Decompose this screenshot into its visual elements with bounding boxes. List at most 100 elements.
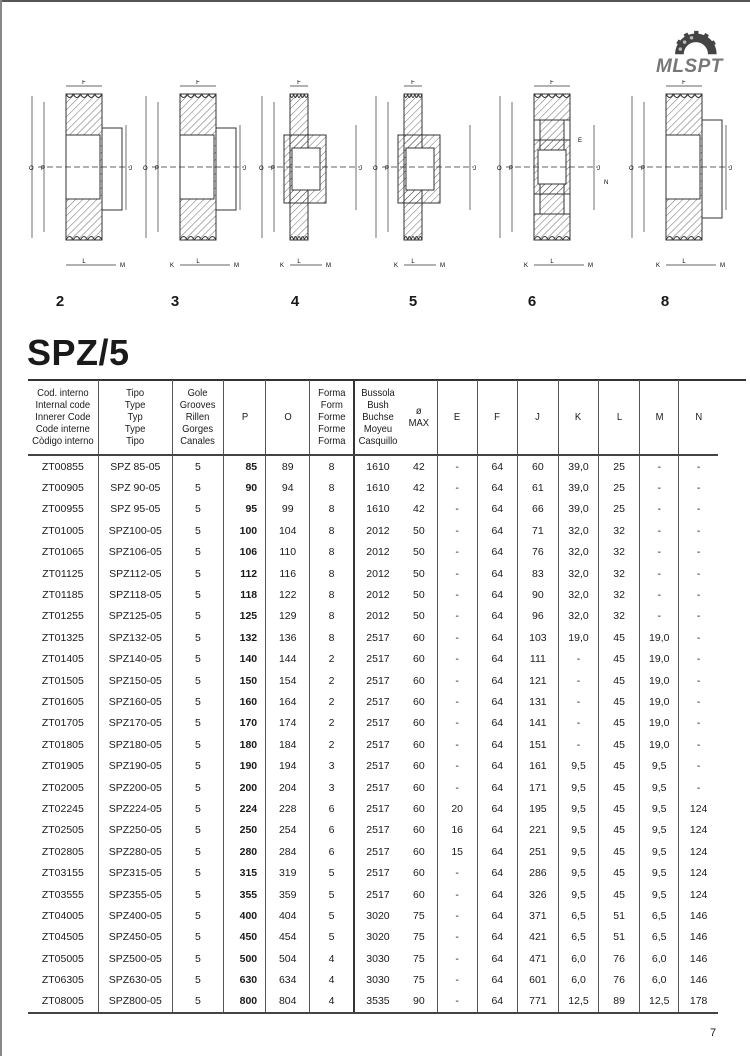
cell-e: 16	[436, 819, 478, 842]
cell-n: 146	[678, 947, 718, 970]
cell-f: 64	[476, 627, 518, 649]
table-row: ZT02005 SPZ200-05 5 200 204 3 2517 60-64 171 9,5 4…	[28, 776, 718, 799]
cell-e: -	[436, 562, 478, 585]
cell-e: -	[436, 627, 478, 649]
table-row: ZT01805 SPZ180-05 5 180 184 2 2517 60-64 151-45 1…	[28, 734, 718, 756]
cell-e: -	[436, 520, 478, 542]
dim-label-o: O	[497, 166, 502, 172]
dim-label-l: L	[82, 259, 86, 265]
cell-p: 180	[223, 734, 266, 756]
cell-o: 116	[265, 562, 310, 585]
dim-label-o: O	[29, 166, 34, 172]
cell-form: 4	[309, 969, 354, 991]
cell-code: ZT06305	[41, 974, 84, 987]
cell-form: 8	[309, 477, 354, 499]
cell-e: -	[436, 455, 478, 478]
cell-n: 124	[678, 819, 718, 842]
cell-l: 45	[598, 648, 640, 670]
cell-l: 45	[598, 712, 640, 735]
cell-bush: 2012	[352, 584, 402, 606]
dim-label-l: L	[196, 259, 200, 265]
cell-grooves: 5	[171, 498, 224, 521]
cell-max-bore: 50	[412, 567, 425, 580]
cell-max-bore: 42	[412, 460, 425, 473]
cell-code: ZT04005	[41, 909, 84, 922]
cell-m: 6,5	[639, 926, 679, 948]
cell-p: 355	[223, 883, 266, 906]
cell-k: 6,0	[557, 969, 599, 991]
cell-grooves: 5	[171, 776, 224, 799]
cell-k: 9,5	[557, 841, 599, 863]
cell-k: 6,0	[557, 947, 599, 970]
cell-type: SPZ140-05	[97, 648, 173, 670]
cell-n: -	[678, 755, 718, 777]
cell-l: 45	[598, 734, 640, 756]
cell-bush: 2517	[352, 883, 402, 906]
cell-m: 9,5	[639, 798, 679, 820]
cell-e: -	[436, 776, 478, 799]
header-line: Type	[125, 423, 146, 435]
cell-form: 2	[309, 734, 354, 756]
header-f: F	[478, 380, 516, 456]
table-row: ZT01005 SPZ100-05 5 100 104 8 2012 50-64 71 32,0 3…	[28, 520, 718, 542]
page-title: SPZ/5	[27, 332, 130, 373]
cell-grooves: 5	[171, 734, 224, 756]
table-row: ZT03555 SPZ355-05 5 355 359 5 2517 60-64 326 9,5 4…	[28, 883, 718, 906]
cell-p: 450	[223, 926, 266, 948]
cell-o: 129	[265, 605, 310, 628]
cell-p: 315	[223, 862, 266, 884]
cell-code: ZT01005	[41, 524, 84, 537]
cell-j: 131	[516, 691, 559, 713]
cell-bush: 3535	[352, 990, 402, 1015]
cell-type: SPZ132-05	[97, 627, 173, 649]
cell-k: 39,0	[557, 498, 599, 521]
cell-l: 45	[598, 776, 640, 799]
page-number: 7	[710, 1027, 717, 1039]
cell-f: 64	[476, 905, 518, 927]
cell-max-bore: 60	[412, 653, 425, 666]
cell-l: 45	[598, 798, 640, 820]
header-line: MAX	[408, 417, 430, 429]
cell-o: 136	[265, 627, 310, 649]
header-n: N	[680, 380, 717, 456]
cell-grooves: 5	[171, 562, 224, 585]
cell-grooves: 5	[171, 477, 224, 499]
header-j: J	[518, 380, 557, 456]
cell-p: 150	[223, 669, 266, 692]
pulley-form-6-drawing: F O P J L M K E N	[497, 80, 608, 269]
cell-l: 45	[598, 755, 640, 777]
cell-j: 171	[516, 776, 559, 799]
pulley-diagram-form-6: F O P J L M K E N	[486, 80, 626, 280]
cell-code: ZT01065	[41, 546, 84, 559]
cell-f: 64	[476, 883, 518, 906]
header-line: Moyeu	[363, 423, 393, 435]
cell-p: 190	[223, 755, 266, 777]
cell-n: 124	[678, 798, 718, 820]
cell-n: -	[678, 498, 718, 521]
cell-max-bore: 75	[412, 931, 425, 944]
dim-label-p: P	[271, 166, 275, 172]
cell-max-bore: 60	[412, 695, 425, 708]
cell-code: ZT01125	[42, 567, 84, 580]
cell-o: 204	[265, 776, 310, 799]
header-line: Còdigo interno	[32, 435, 94, 447]
header-m: M	[641, 380, 677, 456]
cell-code: ZT00905	[41, 482, 84, 495]
cell-m: -	[639, 477, 679, 499]
cell-j: 195	[516, 798, 559, 820]
cell-bush: 2012	[352, 605, 402, 628]
header-line: E	[454, 411, 461, 423]
cell-m: -	[639, 541, 679, 563]
dim-label-k: K	[656, 263, 660, 269]
cell-grooves: 5	[171, 862, 224, 884]
cell-m: 19,0	[639, 712, 679, 735]
cell-j: 61	[516, 477, 559, 499]
cell-grooves: 5	[171, 798, 224, 820]
cell-j: 121	[516, 669, 559, 692]
header-line: Bush	[367, 399, 389, 411]
cell-f: 64	[476, 755, 518, 777]
table-row: ZT01325 SPZ132-05 5 132 136 8 2517 60-64 103 19,0…	[28, 627, 718, 649]
cell-type: SPZ106-05	[97, 541, 173, 563]
header-k: K	[560, 380, 597, 456]
table-row: ZT00905 SPZ 90-05 5 90 94 8 1610 42-64 61 39,0 25-…	[28, 477, 718, 499]
